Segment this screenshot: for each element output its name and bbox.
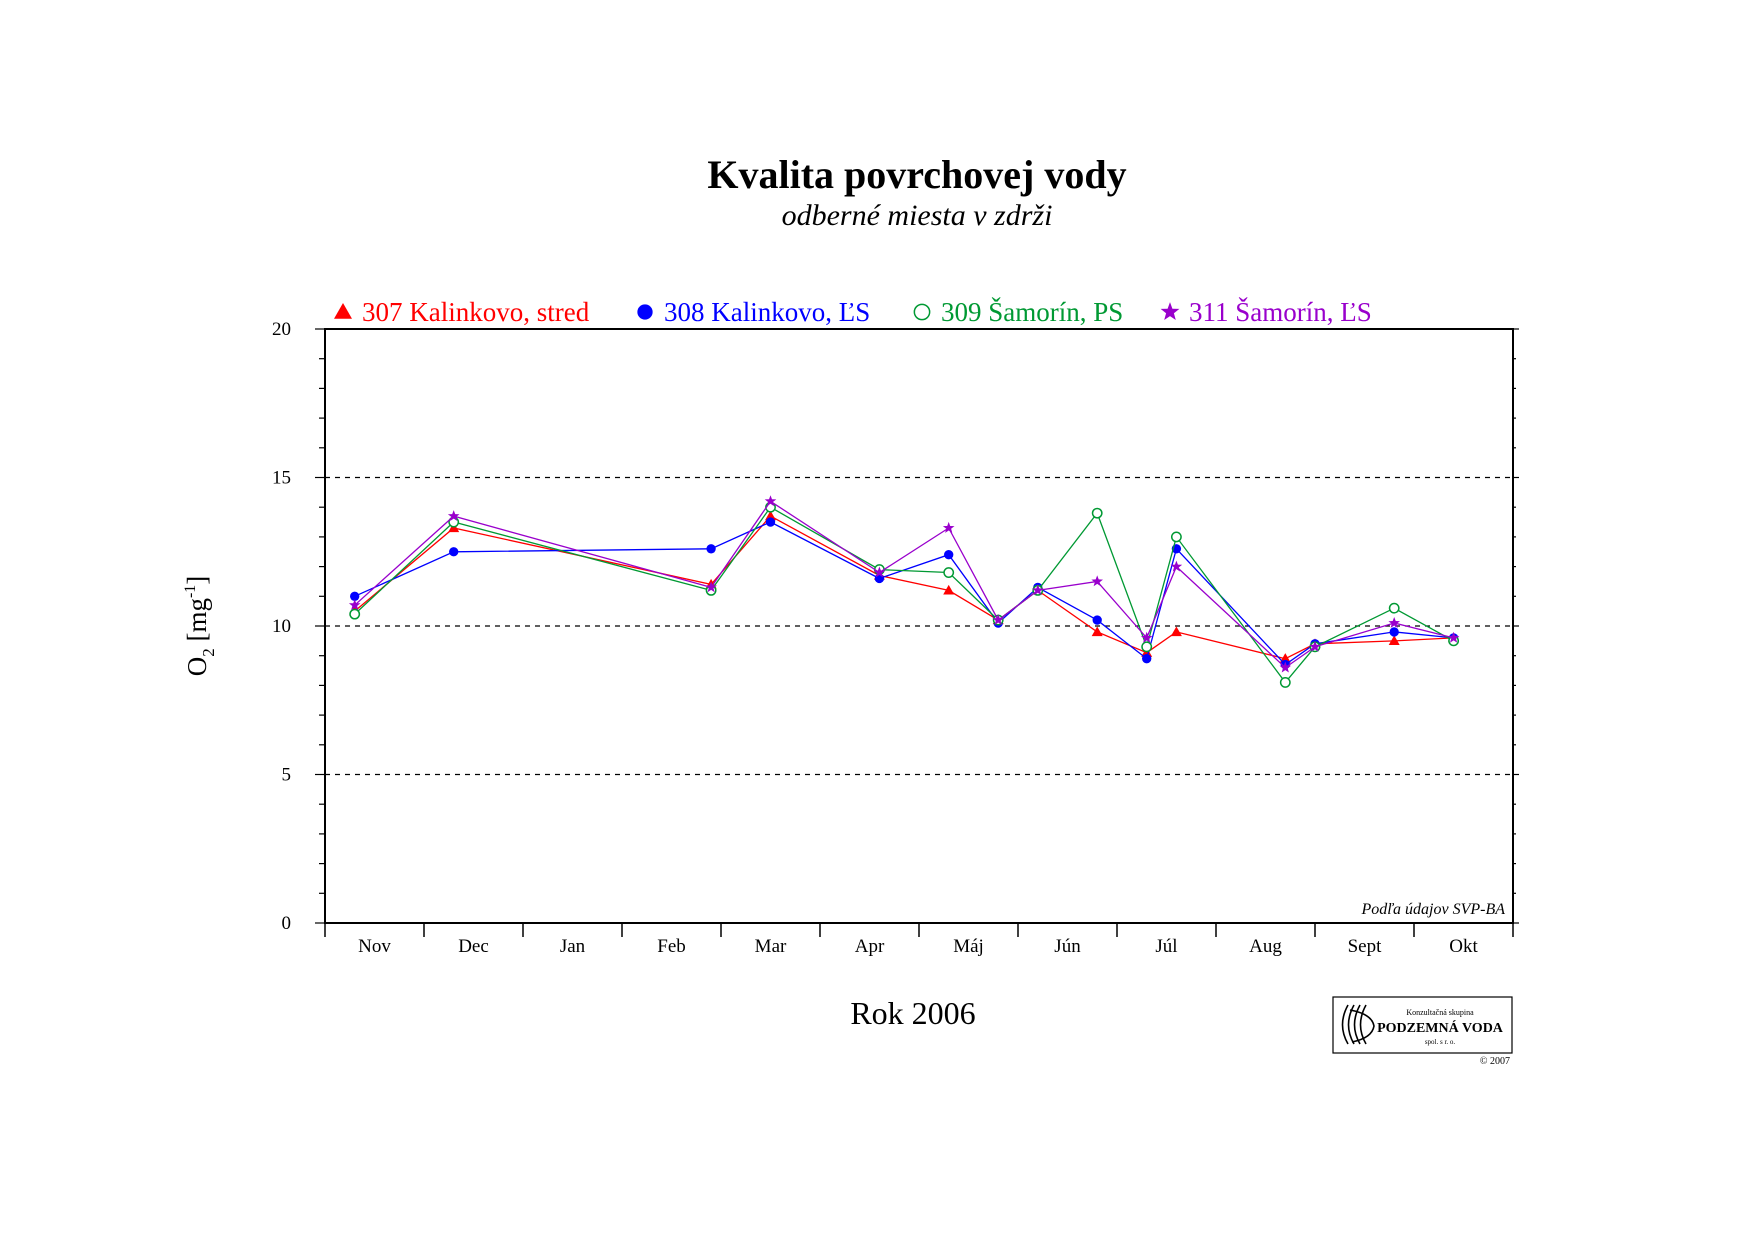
y-label-unit: [mg bbox=[182, 598, 212, 648]
data-point bbox=[1032, 584, 1044, 596]
y-axis: 0 5 10 15 20 bbox=[272, 319, 1519, 934]
y-label-sub: 2 bbox=[199, 648, 218, 657]
chart-subtitle: odberné miesta v zdrži bbox=[782, 199, 1053, 232]
y-tick-label: 10 bbox=[272, 616, 291, 637]
x-tick-label: Sept bbox=[1348, 936, 1383, 957]
data-point bbox=[706, 544, 716, 554]
x-tick-label: Feb bbox=[657, 936, 686, 957]
data-point bbox=[942, 521, 955, 533]
data-point bbox=[1142, 653, 1152, 664]
data-point bbox=[1092, 615, 1102, 625]
data-point bbox=[449, 547, 459, 557]
source-note: Podľa údajov SVP-BA bbox=[1360, 901, 1505, 918]
series-line bbox=[354, 521, 1454, 666]
data-point bbox=[1091, 507, 1103, 519]
data-point bbox=[447, 510, 460, 521]
x-axis-label: Rok 2006 bbox=[850, 995, 975, 1031]
y-axis-label: O2 [mg-1] bbox=[182, 576, 218, 677]
data-point bbox=[1091, 575, 1103, 587]
data-point bbox=[1170, 560, 1183, 572]
data-point bbox=[874, 573, 885, 584]
data-point bbox=[873, 566, 886, 578]
legend-marker bbox=[637, 304, 653, 320]
legend-label: 307 Kalinkovo, stred bbox=[362, 297, 590, 327]
x-tick-label: Máj bbox=[953, 936, 984, 957]
x-tick-label: Júl bbox=[1155, 936, 1177, 957]
data-point bbox=[1388, 635, 1400, 645]
legend: 307 Kalinkovo, stred 308 Kalinkovo, ĽS 309… bbox=[334, 297, 1372, 327]
data-point bbox=[1170, 531, 1182, 543]
data-point bbox=[1141, 641, 1153, 653]
data-point bbox=[765, 510, 776, 521]
chart-title: Kvalita povrchovej vody bbox=[707, 152, 1126, 197]
data-point bbox=[705, 581, 717, 593]
data-point bbox=[1389, 627, 1399, 637]
y-label-sup: -1 bbox=[182, 585, 199, 598]
data-point bbox=[1091, 626, 1103, 637]
legend-label: 308 Kalinkovo, ĽS bbox=[664, 297, 870, 327]
x-tick-label: Aug bbox=[1249, 936, 1282, 957]
legend-marker bbox=[913, 303, 931, 321]
data-point bbox=[1279, 677, 1291, 688]
data-point bbox=[1309, 640, 1321, 652]
series-line bbox=[354, 506, 1454, 684]
logo-frame bbox=[1332, 996, 1513, 1054]
series-line bbox=[354, 500, 1454, 669]
data-point bbox=[944, 550, 954, 560]
data-point bbox=[765, 517, 776, 527]
logo-line3: spol. s r. o. bbox=[1425, 1038, 1456, 1046]
data-point bbox=[1170, 626, 1182, 637]
data-point bbox=[943, 584, 955, 595]
series-2 bbox=[350, 517, 1459, 670]
data-point bbox=[1447, 631, 1460, 643]
x-tick-label: Dec bbox=[458, 936, 489, 957]
x-tick-label: Apr bbox=[855, 936, 885, 957]
y-tick-label: 0 bbox=[282, 913, 292, 934]
data-point bbox=[1388, 602, 1400, 614]
y-tick-label: 5 bbox=[282, 765, 292, 786]
gridlines bbox=[325, 476, 1513, 776]
x-tick-label: Jún bbox=[1054, 936, 1081, 957]
x-tick-label: Mar bbox=[755, 936, 787, 957]
y-label-main: O bbox=[182, 657, 212, 677]
y-tick-label: 20 bbox=[272, 319, 291, 340]
data-point bbox=[349, 608, 361, 620]
series-4 bbox=[348, 495, 1460, 673]
data-point bbox=[1140, 631, 1153, 643]
legend-label: 311 Šamorín, ĽS bbox=[1189, 297, 1372, 327]
company-logo: Konzultačná skupina PODZEMNÁ VODA spol. … bbox=[1332, 996, 1513, 1067]
data-point bbox=[992, 614, 1004, 625]
y-tick-label: 15 bbox=[272, 468, 291, 489]
data-point bbox=[1279, 661, 1292, 673]
series-layer bbox=[348, 495, 1460, 688]
data-point bbox=[350, 591, 360, 601]
series-line bbox=[354, 515, 1454, 660]
legend-marker bbox=[334, 303, 352, 319]
logo-line2: PODZEMNÁ VODA bbox=[1377, 1019, 1504, 1036]
data-point bbox=[1279, 653, 1291, 663]
legend-label: 309 Šamorín, PS bbox=[941, 297, 1123, 327]
data-point bbox=[764, 495, 777, 507]
y-label-close: ] bbox=[182, 576, 212, 585]
data-point bbox=[943, 567, 955, 578]
x-tick-label: Jan bbox=[560, 936, 586, 957]
x-tick-label: Okt bbox=[1449, 936, 1478, 957]
logo-line1: Konzultačná skupina bbox=[1406, 1008, 1474, 1017]
data-point bbox=[348, 599, 361, 611]
legend-marker bbox=[1160, 302, 1180, 320]
x-axis: Nov Dec Jan Feb Mar Apr Máj Jún Júl Aug Sept Okt bbox=[324, 923, 1514, 957]
logo-emblem-icon bbox=[1341, 1004, 1375, 1045]
data-point bbox=[1388, 617, 1400, 628]
logo-copyright: © 2007 bbox=[1480, 1056, 1510, 1067]
x-tick-label: Nov bbox=[358, 936, 391, 957]
